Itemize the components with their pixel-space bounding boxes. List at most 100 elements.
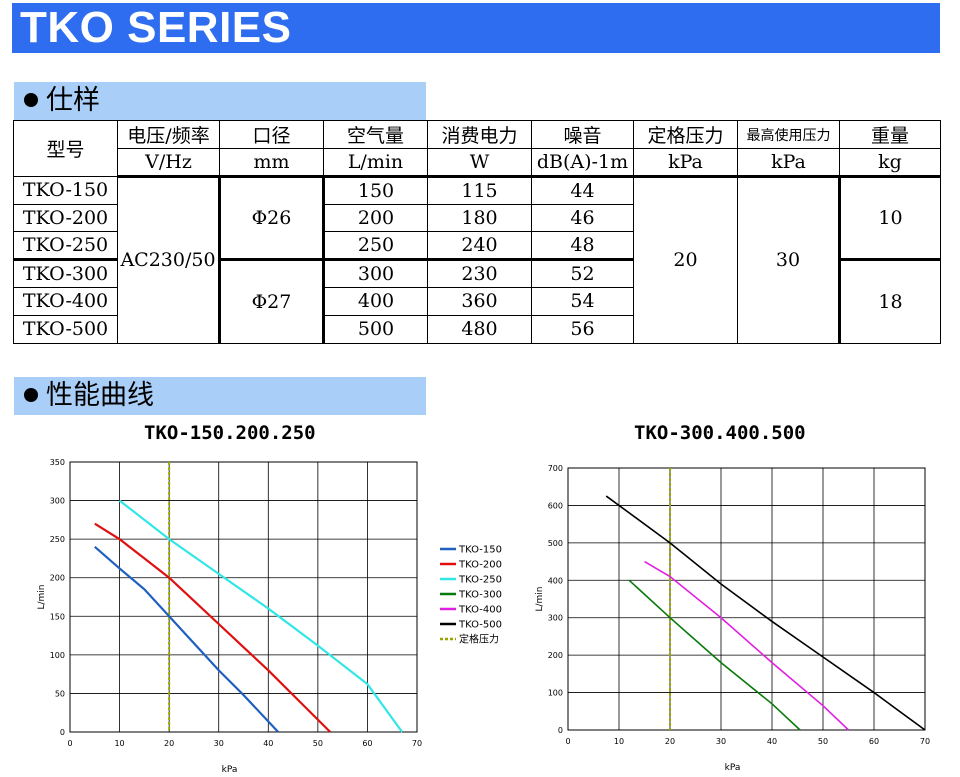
unit-noise: dB(A)-1m	[531, 148, 634, 178]
bullet-dot-icon	[24, 93, 38, 107]
header-weight: 重量	[839, 120, 941, 149]
y-axis-label: L/min	[37, 584, 47, 609]
x-tick-label: 10	[614, 737, 624, 746]
air-flow-cell: 250	[323, 231, 428, 261]
noise-cell: 54	[531, 286, 634, 316]
model-cell: TKO-300	[13, 258, 118, 288]
unit-weight: kg	[839, 148, 941, 178]
spec-section-header: 仕样	[14, 82, 426, 120]
y-tick-label: 700	[548, 464, 563, 473]
legend-label: TKO-150	[458, 545, 502, 556]
unit-max-pressure: kPa	[737, 148, 840, 178]
diameter-cell: Φ26	[219, 175, 325, 261]
x-tick-label: 10	[114, 739, 124, 748]
unit-diameter: mm	[219, 148, 324, 178]
y-tick-label: 250	[50, 535, 65, 544]
spec-table: 型号 电压/频率 口径 空气量 消费电力 噪音 定格压力 最高使用压力 重量 V…	[13, 120, 941, 344]
unit-power: W	[427, 148, 532, 178]
air-flow-cell: 200	[323, 203, 428, 233]
power-cell: 230	[427, 258, 532, 288]
air-flow-cell: 400	[323, 286, 428, 316]
legend-label: TKO-400	[458, 605, 502, 616]
unit-voltage: V/Hz	[117, 148, 220, 178]
legend-label: TKO-300	[458, 590, 502, 601]
x-tick-label: 50	[818, 737, 828, 746]
x-tick-label: 40	[263, 739, 273, 748]
x-tick-label: 20	[665, 737, 675, 746]
x-tick-label: 50	[313, 739, 323, 748]
x-tick-label: 60	[869, 737, 879, 746]
header-voltage: 电压/频率	[117, 120, 220, 149]
weight-cell: 10	[839, 175, 941, 261]
y-tick-label: 150	[50, 612, 65, 621]
x-axis-label: kPa	[725, 763, 741, 773]
x-tick-label: 70	[412, 739, 422, 748]
chart-title-left: TKO-150.200.250	[144, 422, 316, 444]
legend-label: TKO-200	[458, 560, 502, 571]
series-line-tko-500	[605, 495, 926, 731]
bullet-dot-icon	[24, 388, 38, 402]
noise-cell: 48	[531, 231, 634, 261]
x-tick-label: 70	[920, 737, 930, 746]
model-cell: TKO-500	[13, 314, 118, 344]
y-tick-label: 0	[558, 726, 563, 735]
air-flow-cell: 300	[323, 258, 428, 288]
header-diameter: 口径	[219, 120, 324, 149]
y-tick-label: 50	[55, 689, 65, 698]
noise-cell: 56	[531, 314, 634, 344]
header-rated-pressure: 定格压力	[633, 120, 738, 149]
y-axis-label: L/min	[535, 586, 545, 611]
y-tick-label: 500	[548, 539, 563, 548]
header-air-flow: 空气量	[323, 120, 428, 149]
x-tick-label: 40	[767, 737, 777, 746]
x-tick-label: 0	[565, 737, 570, 746]
x-axis-label: kPa	[222, 765, 238, 775]
power-cell: 360	[427, 286, 532, 316]
model-cell: TKO-250	[13, 231, 118, 261]
x-tick-label: 20	[164, 739, 174, 748]
air-flow-cell: 500	[323, 314, 428, 344]
series-line-tko-200	[94, 522, 332, 733]
series-line-tko-300	[628, 579, 801, 731]
y-tick-label: 200	[50, 574, 65, 583]
chart-title-right: TKO-300.400.500	[634, 422, 806, 444]
series-line-tko-400	[644, 560, 850, 731]
spec-section-title: 仕样	[46, 85, 100, 116]
series-banner: TKO SERIES	[12, 3, 940, 53]
power-cell: 180	[427, 203, 532, 233]
performance-chart-right: 0 10 20 30 40 50 60 700100200300400500600700kPa…	[535, 464, 930, 773]
performance-chart-left: 0 10 20 30 40 50 60 70 0 50 100 150 200 250 300 350 kPa L…	[37, 458, 502, 775]
x-tick-label: 30	[716, 737, 726, 746]
header-model: 型号	[13, 120, 118, 177]
noise-cell: 44	[531, 175, 634, 205]
y-tick-label: 600	[548, 501, 563, 510]
weight-cell: 18	[839, 258, 941, 344]
model-cell: TKO-150	[13, 175, 118, 205]
perf-section-header: 性能曲线	[14, 377, 426, 415]
legend-label: 定格压力	[459, 633, 499, 646]
y-tick-label: 300	[548, 614, 563, 623]
rated-pressure-cell: 20	[633, 175, 738, 344]
header-noise: 噪音	[531, 120, 634, 149]
x-tick-label: 30	[214, 739, 224, 748]
y-tick-label: 300	[50, 497, 65, 506]
x-tick-label: 60	[362, 739, 372, 748]
noise-cell: 52	[531, 258, 634, 288]
y-tick-label: 100	[50, 651, 65, 660]
diameter-cell: Φ27	[219, 258, 325, 344]
legend-label: TKO-500	[458, 620, 502, 631]
y-tick-label: 350	[50, 458, 65, 467]
power-cell: 480	[427, 314, 532, 344]
series-title: TKO SERIES	[20, 3, 292, 52]
noise-cell: 46	[531, 203, 634, 233]
max-pressure-cell: 30	[737, 175, 841, 344]
series-line-tko-250	[118, 499, 404, 733]
x-tick-label: 0	[67, 739, 72, 748]
header-power: 消费电力	[427, 120, 532, 149]
air-flow-cell: 150	[323, 175, 428, 205]
voltage-cell: AC230/50	[117, 175, 221, 344]
unit-air-flow: L/min	[323, 148, 428, 178]
header-max-pressure: 最高使用压力	[737, 120, 840, 149]
y-tick-label: 400	[548, 576, 563, 585]
model-cell: TKO-400	[13, 286, 118, 316]
